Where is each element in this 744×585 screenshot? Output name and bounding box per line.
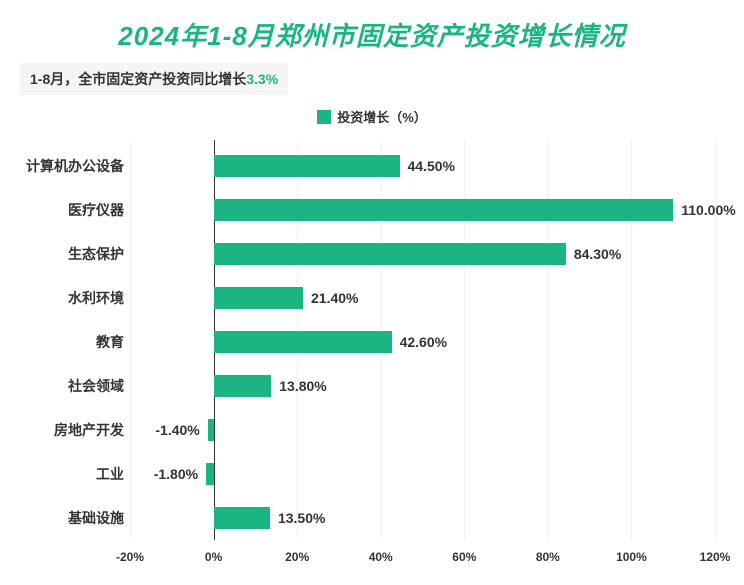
chart-title: 2024年1-8月郑州市固定资产投资增长情况 [20,16,724,53]
category-label: 医疗仪器 [20,200,124,220]
bar [214,507,270,529]
bar [214,155,400,177]
category-label: 房地产开发 [20,420,124,440]
bar-row: 计算机办公设备44.50% [130,144,715,188]
category-label: 社会领域 [20,376,124,396]
chart-legend: 投资增长（%） [20,107,724,126]
bar-row: 生态保护84.30% [130,232,715,276]
x-axis-tick-label: 80% [536,550,560,564]
bar [208,419,214,441]
value-label: 44.50% [408,158,455,174]
gridline [715,140,716,540]
bar-row: 医疗仪器110.00% [130,188,715,232]
x-axis-tick-label: 60% [452,550,476,564]
x-axis-tick-label: 40% [369,550,393,564]
category-label: 计算机办公设备 [20,156,124,176]
bar [206,463,214,485]
bar-row: 社会领域13.80% [130,364,715,408]
chart-plot-area: -20%0%20%40%60%80%100%120% 计算机办公设备44.50%… [130,140,715,570]
bar [214,375,272,397]
x-axis-tick-label: 120% [700,550,731,564]
x-axis-tick-label: -20% [116,550,144,564]
value-label: 13.50% [278,510,325,526]
chart-bars: 计算机办公设备44.50%医疗仪器110.00%生态保护84.30%水利环境21… [130,144,715,540]
bar-row: 房地产开发-1.40% [130,408,715,452]
bar-row: 水利环境21.40% [130,276,715,320]
bar-row: 工业-1.80% [130,452,715,496]
category-label: 教育 [20,332,124,352]
bar-row: 教育42.60% [130,320,715,364]
subtitle-prefix: 1-8月，全市固定资产投资同比增长 [30,71,246,87]
bar [214,199,674,221]
chart-container: 2024年1-8月郑州市固定资产投资增长情况 1-8月，全市固定资产投资同比增长… [0,0,744,585]
x-axis-tick-label: 100% [616,550,647,564]
category-label: 生态保护 [20,244,124,264]
legend-label: 投资增长（%） [337,110,427,125]
value-label: -1.40% [155,422,199,438]
subtitle-highlight: 3.3% [246,71,278,87]
value-label: 42.60% [400,334,447,350]
category-label: 工业 [20,464,124,484]
value-label: 110.00% [681,202,736,218]
category-label: 基础设施 [20,508,124,528]
bar [214,243,566,265]
value-label: 21.40% [311,290,358,306]
bar [214,287,303,309]
x-axis-tick-label: 20% [285,550,309,564]
value-label: 13.80% [279,378,326,394]
bar-row: 基础设施13.50% [130,496,715,540]
bar [214,331,392,353]
legend-swatch [317,110,331,124]
chart-subtitle: 1-8月，全市固定资产投资同比增长3.3% [20,63,288,95]
category-label: 水利环境 [20,288,124,308]
value-label: -1.80% [154,466,198,482]
x-axis-tick-label: 0% [205,550,222,564]
value-label: 84.30% [574,246,621,262]
